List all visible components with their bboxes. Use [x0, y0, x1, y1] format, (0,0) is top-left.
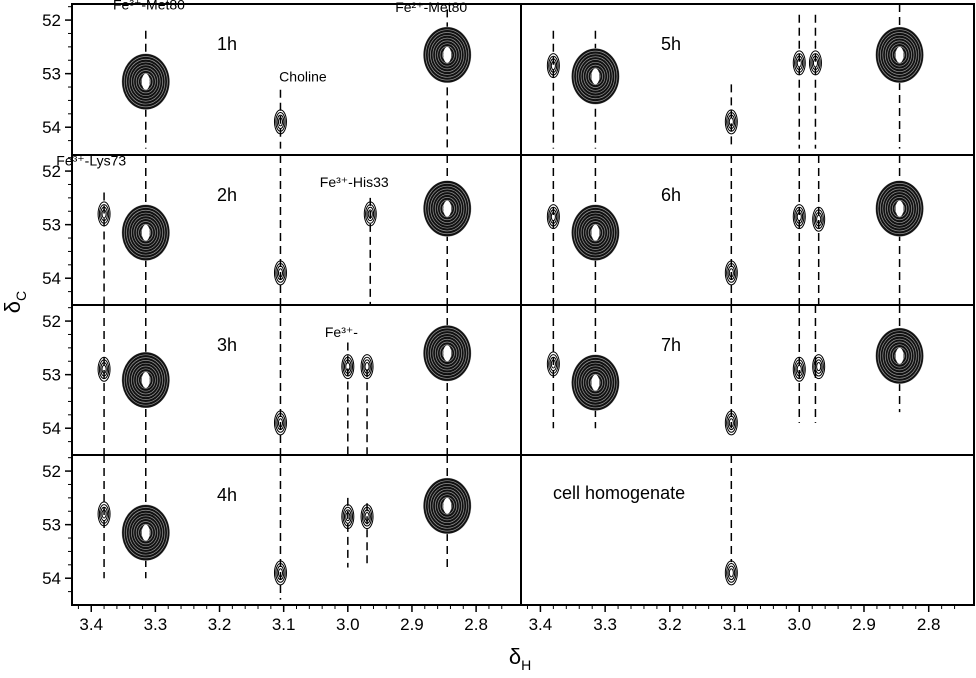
x-tick-label: 3.4: [79, 615, 103, 634]
peak-contour: [360, 504, 374, 530]
guide-lines: [103, 4, 901, 600]
peak-contour: [97, 201, 111, 227]
peak-contour: [812, 354, 826, 380]
peak-contour: [97, 501, 111, 527]
peak-annotation: Choline: [279, 69, 327, 85]
peak-contour: [422, 324, 472, 382]
y-tick-label: 54: [42, 419, 61, 438]
y-tick-label: 52: [42, 162, 61, 181]
panel-time-label: 7h: [661, 335, 681, 355]
peak-contour: [121, 351, 171, 409]
svg-text:δC: δC: [0, 291, 29, 313]
x-axis-subscript: H: [521, 657, 531, 673]
y-tick-label: 52: [42, 312, 61, 331]
panel-time-label: cell homogenate: [553, 483, 685, 503]
peak-contour: [422, 180, 472, 237]
x-tick-label: 2.9: [400, 615, 424, 634]
x-tick-label: 2.9: [852, 615, 876, 634]
peak-contour: [422, 26, 472, 84]
peak-annotation: Fe²⁺-Met80: [395, 0, 467, 15]
x-axis-title: δH: [509, 644, 531, 673]
peak-contour: [360, 354, 374, 380]
x-tick-label: 3.1: [723, 615, 747, 634]
y-tick-label: 53: [42, 216, 61, 235]
x-axis-symbol: δ: [509, 644, 521, 669]
peak-contour: [792, 204, 806, 230]
peak-contour: [121, 504, 171, 562]
peak-annotation: Fe³⁺-His33: [320, 174, 389, 190]
y-axis-symbol: δ: [0, 301, 25, 313]
peak-contour: [571, 47, 620, 105]
x-tick-label: 3.0: [787, 615, 811, 634]
panel-time-label: 2h: [217, 185, 237, 205]
panel-time-label: 6h: [661, 185, 681, 205]
y-tick-label: 54: [42, 118, 61, 137]
peak-contour: [422, 477, 472, 535]
y-tick-label: 54: [42, 269, 61, 288]
svg-text:δH: δH: [509, 644, 531, 673]
peak-contour: [571, 204, 620, 262]
x-tick-label: 3.4: [529, 615, 553, 634]
peak-contour: [273, 260, 287, 286]
panel-frame: [71, 3, 975, 606]
peak-contour: [875, 180, 924, 237]
y-tick-label: 52: [42, 462, 61, 481]
panel-labels: 1h Fe³⁺-Met80 Choline Fe²⁺-Met80 2h Fe³⁺-Lys7…: [56, 0, 685, 505]
panel-time-label: 4h: [217, 485, 237, 505]
peak-contour: [273, 109, 287, 135]
peak-contour: [812, 206, 826, 232]
y-axis-title: δC: [0, 291, 29, 313]
y-tick-label: 53: [42, 366, 61, 385]
y-tick-label: 52: [42, 11, 61, 30]
peak-contour: [571, 354, 620, 412]
panel-time-label: 1h: [217, 34, 237, 54]
peak-contour: [875, 26, 924, 84]
x-tick-label: 3.3: [593, 615, 617, 634]
peak-contour: [875, 327, 924, 385]
y-tick-label: 53: [42, 516, 61, 535]
peak-contour: [363, 201, 377, 227]
peak-contour: [121, 204, 171, 262]
x-tick-label: 2.8: [464, 615, 488, 634]
panel-time-label: 5h: [661, 34, 681, 54]
peak-contour: [341, 354, 355, 380]
peak-contour: [546, 204, 560, 230]
peak-contour: [97, 356, 111, 382]
peak-contour: [273, 410, 287, 436]
x-tick-label: 2.8: [917, 615, 941, 634]
peak-contour: [724, 109, 738, 135]
peak-contour: [724, 260, 738, 286]
axis-ticks: 52 53 54 52 53 54 52 53 54 52 53 54 3.4 3.3 3.2 3.1 3.0 2…: [42, 6, 956, 634]
peak-contour: [546, 53, 560, 79]
peak-annotation: Fe³⁺-Lys73: [56, 153, 126, 169]
peak-contour: [724, 560, 738, 586]
contour-peaks: [97, 26, 924, 586]
y-tick-label: 53: [42, 65, 61, 84]
peak-contour: [273, 560, 287, 586]
x-tick-label: 3.1: [272, 615, 296, 634]
peak-contour: [546, 351, 560, 377]
peak-annotation: Fe³⁺-: [325, 324, 358, 340]
x-tick-label: 3.0: [336, 615, 360, 634]
peak-contour: [792, 50, 806, 76]
panel-time-label: 3h: [217, 335, 237, 355]
peak-contour: [724, 410, 738, 436]
x-tick-label: 3.2: [208, 615, 232, 634]
peak-annotation: Fe³⁺-Met80: [113, 0, 185, 12]
y-tick-label: 54: [42, 569, 61, 588]
peak-contour: [121, 53, 171, 111]
x-tick-label: 3.3: [144, 615, 168, 634]
peak-contour: [808, 50, 822, 76]
x-tick-label: 3.2: [658, 615, 682, 634]
y-axis-subscript: C: [13, 291, 29, 301]
peak-contour: [792, 356, 806, 382]
peak-contour: [341, 504, 355, 530]
